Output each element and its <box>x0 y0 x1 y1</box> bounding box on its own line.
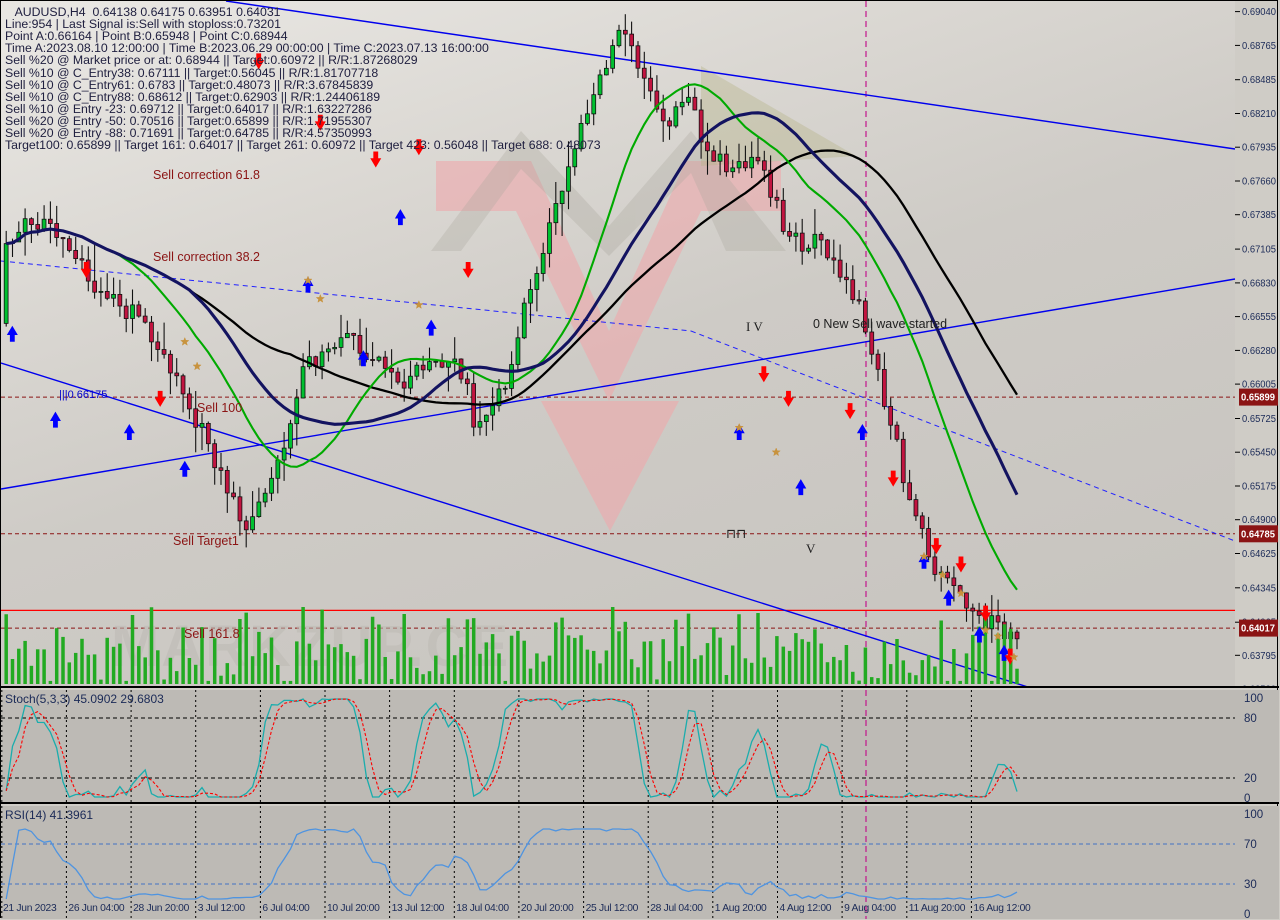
svg-text:0.67105: 0.67105 <box>1242 245 1277 256</box>
svg-text:0.65175: 0.65175 <box>1242 482 1277 493</box>
svg-text:0.67935: 0.67935 <box>1242 143 1277 154</box>
svg-text:100: 100 <box>1244 693 1263 705</box>
svg-text:0.66555: 0.66555 <box>1242 312 1277 323</box>
svg-text:0.65450: 0.65450 <box>1242 448 1277 459</box>
svg-text:0.64900: 0.64900 <box>1242 515 1277 526</box>
svg-text:0.63795: 0.63795 <box>1242 651 1277 662</box>
svg-text:0.68485: 0.68485 <box>1242 75 1277 86</box>
svg-text:0: 0 <box>1244 909 1250 919</box>
svg-text:0.64625: 0.64625 <box>1242 549 1277 560</box>
svg-text:100: 100 <box>1244 809 1263 821</box>
svg-text:20: 20 <box>1244 773 1257 785</box>
svg-text:0.64345: 0.64345 <box>1242 583 1277 594</box>
svg-text:0.68765: 0.68765 <box>1242 41 1277 52</box>
svg-text:0.65725: 0.65725 <box>1242 414 1277 425</box>
svg-text:0.67660: 0.67660 <box>1242 177 1277 188</box>
svg-text:0.66830: 0.66830 <box>1242 278 1277 289</box>
svg-text:0.68210: 0.68210 <box>1242 109 1277 120</box>
svg-text:0.65899: 0.65899 <box>1241 393 1276 404</box>
svg-text:0: 0 <box>1244 793 1250 804</box>
svg-text:0.63520: 0.63520 <box>1242 685 1277 688</box>
svg-text:0.67385: 0.67385 <box>1242 210 1277 221</box>
svg-text:70: 70 <box>1244 839 1257 851</box>
svg-text:30: 30 <box>1244 879 1257 891</box>
svg-text:0.64017: 0.64017 <box>1241 624 1276 635</box>
svg-text:0.66280: 0.66280 <box>1242 346 1277 357</box>
svg-text:0.69040: 0.69040 <box>1242 7 1277 18</box>
svg-text:0.64785: 0.64785 <box>1241 529 1276 540</box>
svg-text:80: 80 <box>1244 713 1257 725</box>
